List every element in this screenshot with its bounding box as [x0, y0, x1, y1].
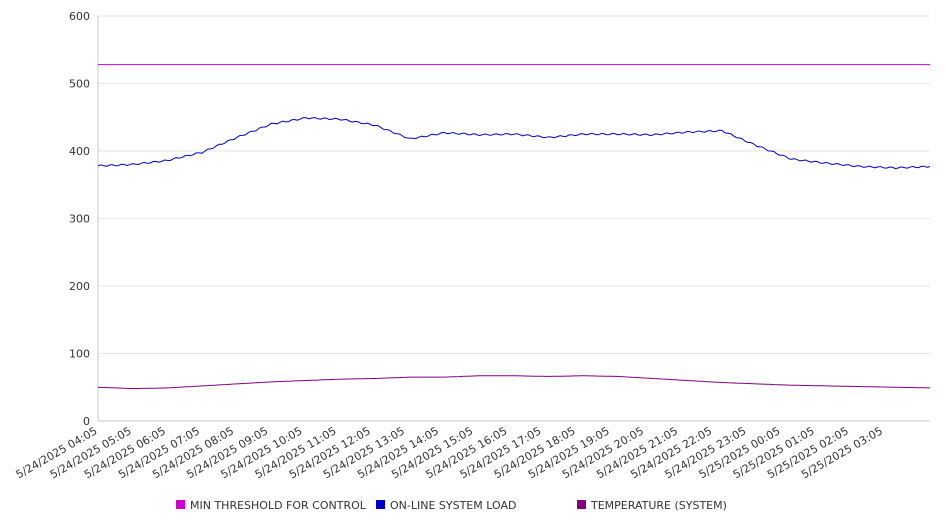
axes — [97, 16, 930, 422]
legend-label: TEMPERATURE (SYSTEM) — [590, 499, 727, 512]
legend-swatch — [376, 500, 385, 509]
y-tick-label: 100 — [69, 348, 90, 361]
y-tick-label: 200 — [69, 280, 90, 293]
series-line-1 — [97, 116, 931, 170]
legend: MIN THRESHOLD FOR CONTROL ON-LINE SYSTEM … — [176, 499, 727, 512]
series-lines — [97, 64, 931, 390]
legend-swatch — [176, 500, 185, 509]
y-tick-label: 600 — [69, 10, 90, 23]
y-tick-label: 400 — [69, 145, 90, 158]
y-tick-labels: 0 100 200 300 400 500 600 — [69, 10, 90, 428]
legend-item[interactable]: ON-LINE SYSTEM LOAD — [376, 499, 516, 512]
y-tick-label: 500 — [69, 78, 90, 91]
legend-label: ON-LINE SYSTEM LOAD — [390, 499, 516, 512]
legend-label: MIN THRESHOLD FOR CONTROL — [190, 499, 367, 512]
y-tick-label: 300 — [69, 213, 90, 226]
legend-item[interactable]: TEMPERATURE (SYSTEM) — [577, 499, 727, 512]
legend-swatch — [577, 500, 586, 509]
grid — [98, 15, 930, 422]
x-tick-labels: 5/24/2025 04:055/24/2025 05:055/24/2025 … — [14, 424, 885, 481]
legend-item[interactable]: MIN THRESHOLD FOR CONTROL — [176, 499, 367, 512]
y-tick-label: 0 — [83, 415, 90, 428]
series-line-2 — [97, 375, 930, 390]
